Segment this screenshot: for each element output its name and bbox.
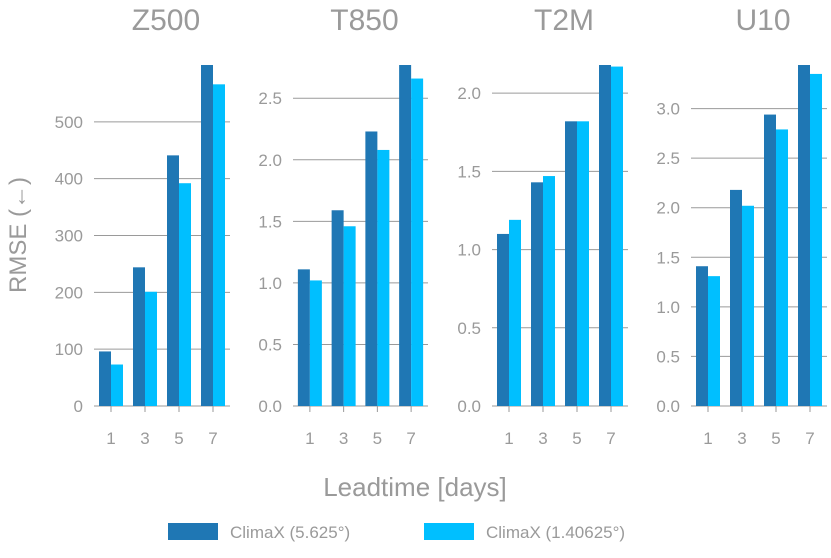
bar-u10-series1-7	[798, 65, 810, 406]
bar-t2m-series1-5	[565, 121, 577, 407]
y-tick-label-u10-0: 0.0	[656, 397, 680, 416]
bar-t850-series2-3	[343, 226, 356, 406]
y-tick-label-t850-4: 2.0	[258, 151, 282, 170]
bar-t2m-series1-1	[497, 233, 509, 406]
x-tick-label-t2m-3: 3	[538, 429, 547, 448]
legend-swatch-series-1	[168, 523, 218, 540]
bar-z500-series2-7	[213, 84, 225, 406]
bar-t2m-series2-5	[577, 121, 589, 407]
y-tick-label-z500-0: 0	[74, 397, 83, 416]
y-tick-label-u10-2: 1.0	[656, 298, 680, 317]
bar-t850-series1-3	[331, 210, 344, 406]
legend: ClimaX (5.625°) ClimaX (1.40625°)	[168, 523, 625, 542]
x-tick-label-t850-3: 3	[339, 429, 348, 448]
y-tick-label-t850-0: 0.0	[258, 397, 282, 416]
bar-z500-series1-1	[99, 351, 111, 406]
y-tick-label-t2m-3: 1.5	[457, 162, 481, 181]
bar-u10-series1-5	[764, 114, 776, 406]
bar-t850-series2-1	[309, 280, 322, 406]
y-tick-label-t2m-0: 0.0	[457, 397, 481, 416]
x-tick-label-t850-1: 1	[305, 429, 314, 448]
bar-t850-series1-1	[297, 269, 310, 406]
y-axis-label: RMSE (←)	[5, 177, 32, 293]
y-tick-label-z500-3: 300	[55, 227, 83, 246]
bar-z500-series1-3	[133, 267, 145, 406]
x-tick-label-t2m-1: 1	[504, 429, 513, 448]
bar-u10-series2-3	[742, 205, 754, 406]
x-tick-label-z500-5: 5	[174, 429, 183, 448]
y-tick-label-t2m-1: 0.5	[457, 319, 481, 338]
bar-t850-series1-7	[399, 65, 412, 406]
y-tick-label-t2m-4: 2.0	[457, 84, 481, 103]
x-tick-label-z500-3: 3	[140, 429, 149, 448]
y-tick-label-z500-1: 100	[55, 340, 83, 359]
x-tick-label-t2m-7: 7	[606, 429, 615, 448]
bar-z500-series2-5	[179, 183, 191, 406]
y-tick-label-t850-2: 1.0	[258, 274, 282, 293]
bar-t850-series2-7	[411, 78, 424, 407]
panel-title-t2m: T2M	[534, 4, 594, 37]
y-tick-label-z500-5: 500	[55, 113, 83, 132]
x-tick-label-z500-1: 1	[106, 429, 115, 448]
bar-u10-series2-7	[810, 73, 822, 406]
y-tick-label-u10-1: 0.5	[656, 347, 680, 366]
y-tick-label-u10-3: 1.5	[656, 248, 680, 267]
legend-label-series-2: ClimaX (1.40625°)	[486, 523, 625, 542]
x-tick-label-u10-3: 3	[737, 429, 746, 448]
bar-t850-series2-5	[377, 149, 390, 406]
panel-title-t850: T850	[330, 4, 398, 37]
x-tick-label-u10-5: 5	[771, 429, 780, 448]
bar-t2m-series2-7	[611, 66, 623, 407]
y-tick-label-t850-3: 1.5	[258, 212, 282, 231]
y-tick-label-u10-6: 3.0	[656, 100, 680, 119]
x-axis-label: Leadtime [days]	[323, 472, 507, 502]
chart-panels: Z500 0 100 200 300 400 500 1 3 5 7 T850 0.0 0.5 1.0 1.5…	[55, 4, 827, 448]
panel-z500: Z500 0 100 200 300 400 500 1 3 5 7	[55, 4, 230, 448]
bar-t2m-series1-3	[531, 182, 543, 406]
bar-z500-series2-3	[145, 291, 157, 406]
y-tick-label-u10-5: 2.5	[656, 149, 680, 168]
panel-t2m: T2M 0.0 0.5 1.0 1.5 2.0 1 3 5 7	[457, 4, 628, 448]
y-tick-label-t850-1: 0.5	[258, 335, 282, 354]
y-tick-label-t850-5: 2.5	[258, 89, 282, 108]
bar-u10-series1-3	[730, 189, 742, 406]
y-tick-label-u10-4: 2.0	[656, 199, 680, 218]
panel-u10: U10 0.0 0.5 1.0 1.5 2.0 2.5 3.0 1 3 5 7	[656, 4, 827, 448]
x-tick-label-u10-1: 1	[703, 429, 712, 448]
bar-t2m-series2-1	[509, 219, 521, 406]
bar-z500-series1-7	[201, 65, 213, 406]
x-tick-label-t850-7: 7	[406, 429, 415, 448]
x-tick-label-u10-7: 7	[805, 429, 814, 448]
bar-z500-series1-5	[167, 155, 179, 406]
bar-z500-series2-1	[111, 364, 123, 406]
panel-title-u10: U10	[735, 4, 790, 37]
bar-u10-series2-5	[776, 129, 788, 406]
legend-swatch-series-2	[424, 523, 474, 540]
panel-title-z500: Z500	[132, 4, 200, 37]
x-tick-label-t2m-5: 5	[572, 429, 581, 448]
x-tick-label-t850-5: 5	[373, 429, 382, 448]
bar-t2m-series2-3	[543, 176, 555, 406]
legend-label-series-1: ClimaX (5.625°)	[230, 523, 350, 542]
panel-t850: T850 0.0 0.5 1.0 1.5 2.0 2.5 1 3 5 7	[258, 4, 428, 448]
y-tick-label-t2m-2: 1.0	[457, 241, 481, 260]
bar-t2m-series1-7	[599, 65, 611, 406]
bar-u10-series2-1	[708, 276, 720, 406]
y-tick-label-z500-4: 400	[55, 170, 83, 189]
bar-u10-series1-1	[696, 266, 708, 406]
y-tick-label-z500-2: 200	[55, 283, 83, 302]
bar-t850-series1-5	[365, 131, 378, 406]
x-tick-label-z500-7: 7	[208, 429, 217, 448]
